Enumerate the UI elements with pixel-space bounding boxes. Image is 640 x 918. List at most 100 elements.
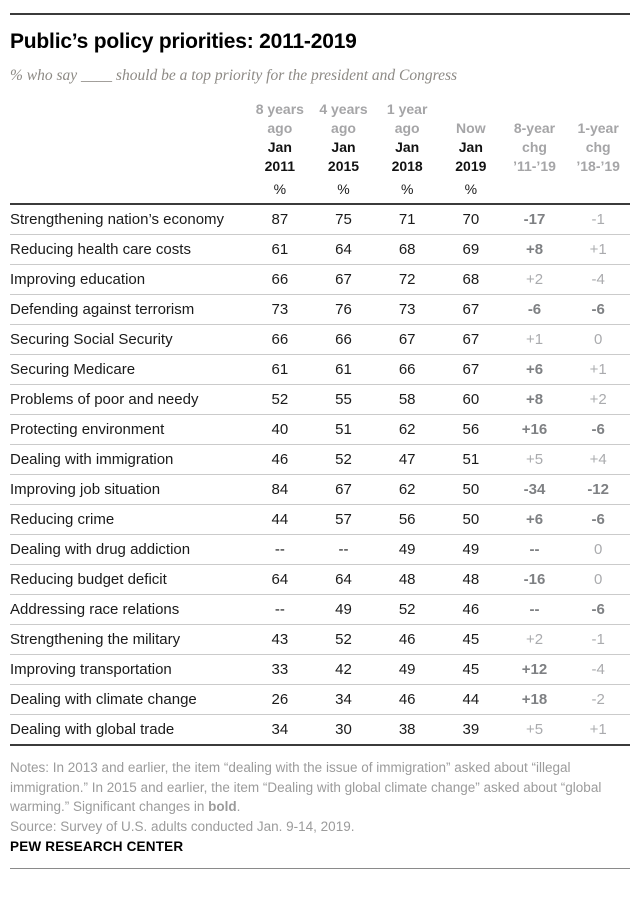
value-2011: 33 [271,661,289,678]
row-label: Reducing health care costs [10,241,191,258]
value-2011: 46 [271,451,289,468]
value-2015: 42 [335,661,352,678]
value-2019: 50 [462,481,480,498]
value-2011: -- [274,601,285,618]
value-2019: 60 [462,391,480,408]
column-header-line: chg [585,139,611,155]
page-title: Public’s policy priorities: 2011-2019 [10,30,357,53]
table-row: Dealing with immigration 46 52 47 51 +5 … [10,445,630,475]
value-2011: 61 [271,241,289,258]
change-1-year: +4 [589,451,607,468]
value-2018: 73 [398,301,416,318]
column-header-line: ago [394,120,420,136]
value-2018: 46 [398,631,416,648]
column-header-line: 8-year [513,120,556,136]
value-2019: 67 [462,301,480,318]
header-label-spacer [10,100,248,176]
column-header-line: 2019 [455,158,487,174]
percent-spacer [10,181,248,197]
value-2018: 71 [398,211,416,228]
change-8-year: +18 [521,691,548,708]
percent-sign [503,181,567,197]
column-header-line [566,100,630,119]
value-2018: 56 [398,511,416,528]
change-8-year: -17 [523,211,546,228]
table-row: Strengthening nation’s economy 87 75 71 … [10,205,630,235]
change-8-year: +16 [521,421,548,438]
column-header-line: ’11-’19 [513,158,556,174]
column-header-now-2019: Now Jan 2019 [439,100,503,176]
change-1-year: +1 [589,241,607,258]
value-2011: 66 [271,331,289,348]
report-card: Public’s policy priorities: 2011-2019 % … [0,13,640,869]
change-8-year: +5 [525,721,544,738]
change-1-year: 0 [593,571,603,588]
value-2018: 58 [398,391,416,408]
change-1-year: -1 [591,211,605,228]
change-1-year: 0 [593,331,603,348]
value-2019: 50 [462,511,480,528]
value-2019: 44 [462,691,480,708]
column-header-line: Jan [267,139,292,155]
change-8-year: -6 [527,301,542,318]
change-1-year: +1 [589,361,607,378]
change-1-year: -2 [591,691,605,708]
percent-sign: % [464,181,478,197]
value-2015: -- [338,541,349,558]
row-label: Securing Social Security [10,331,173,348]
value-2018: 72 [398,271,416,288]
row-label: Dealing with climate change [10,691,197,708]
value-2015: 34 [335,691,352,708]
change-1-year: -6 [591,511,605,528]
value-2015: 51 [335,421,352,438]
value-2015: 64 [335,571,352,588]
column-header-line: 1-year [577,120,619,136]
value-2015: 55 [335,391,352,408]
row-label: Strengthening the military [10,631,181,648]
row-label: Improving job situation [10,481,161,498]
value-2011: 61 [271,361,289,378]
notes-text-end: . [236,799,241,814]
column-header-line: 4 years [319,101,368,117]
column-header-jan-2015: 4 years ago Jan 2015 [312,100,376,176]
value-2018: 46 [398,691,416,708]
row-label: Problems of poor and needy [10,391,199,408]
value-2015: 66 [335,331,352,348]
table-row: Improving education 66 67 72 68 +2 -4 [10,265,630,295]
table-row: Dealing with global trade 34 30 38 39 +5… [10,715,630,746]
change-1-year: +1 [589,721,607,738]
table-row: Reducing crime 44 57 56 50 +6 -6 [10,505,630,535]
value-2011: 87 [271,211,289,228]
table-row: Defending against terrorism 73 76 73 67 … [10,295,630,325]
row-label: Dealing with drug addiction [10,541,191,558]
value-2019: 49 [462,541,480,558]
table-row: Addressing race relations -- 49 52 46 --… [10,595,630,625]
change-8-year: -16 [523,571,546,588]
change-8-year: +12 [521,661,548,678]
percent-sign: % [400,181,414,197]
row-label: Reducing budget deficit [10,571,167,588]
change-8-year: +6 [525,511,544,528]
value-2019: 56 [462,421,480,438]
row-label: Defending against terrorism [10,301,195,318]
change-8-year: +2 [525,271,544,288]
table-row: Protecting environment 40 51 62 56 +16 -… [10,415,630,445]
value-2015: 52 [335,451,352,468]
value-2015: 52 [335,631,352,648]
value-2011: 34 [271,721,289,738]
table-row: Dealing with drug addiction -- -- 49 49 … [10,535,630,565]
value-2015: 67 [335,271,352,288]
notes-bold-word: bold [208,799,237,814]
percent-sign: % [337,181,350,197]
column-header-line: 8 years [255,101,304,117]
value-2011: 84 [271,481,289,498]
value-2011: 44 [271,511,289,528]
column-header-line: Jan [395,139,420,155]
policy-table: 8 years ago Jan 2011 4 years ago Jan 201… [10,100,630,746]
column-header-line: Now [456,120,486,136]
value-2015: 64 [335,241,352,258]
brand-line: PEW RESEARCH CENTER [10,839,184,854]
value-2018: 52 [398,601,416,618]
change-8-year: -- [529,541,540,558]
column-header-line: 2011 [264,158,296,174]
